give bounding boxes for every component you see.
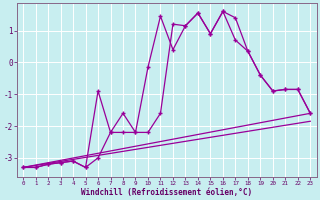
X-axis label: Windchill (Refroidissement éolien,°C): Windchill (Refroidissement éolien,°C)	[81, 188, 252, 197]
